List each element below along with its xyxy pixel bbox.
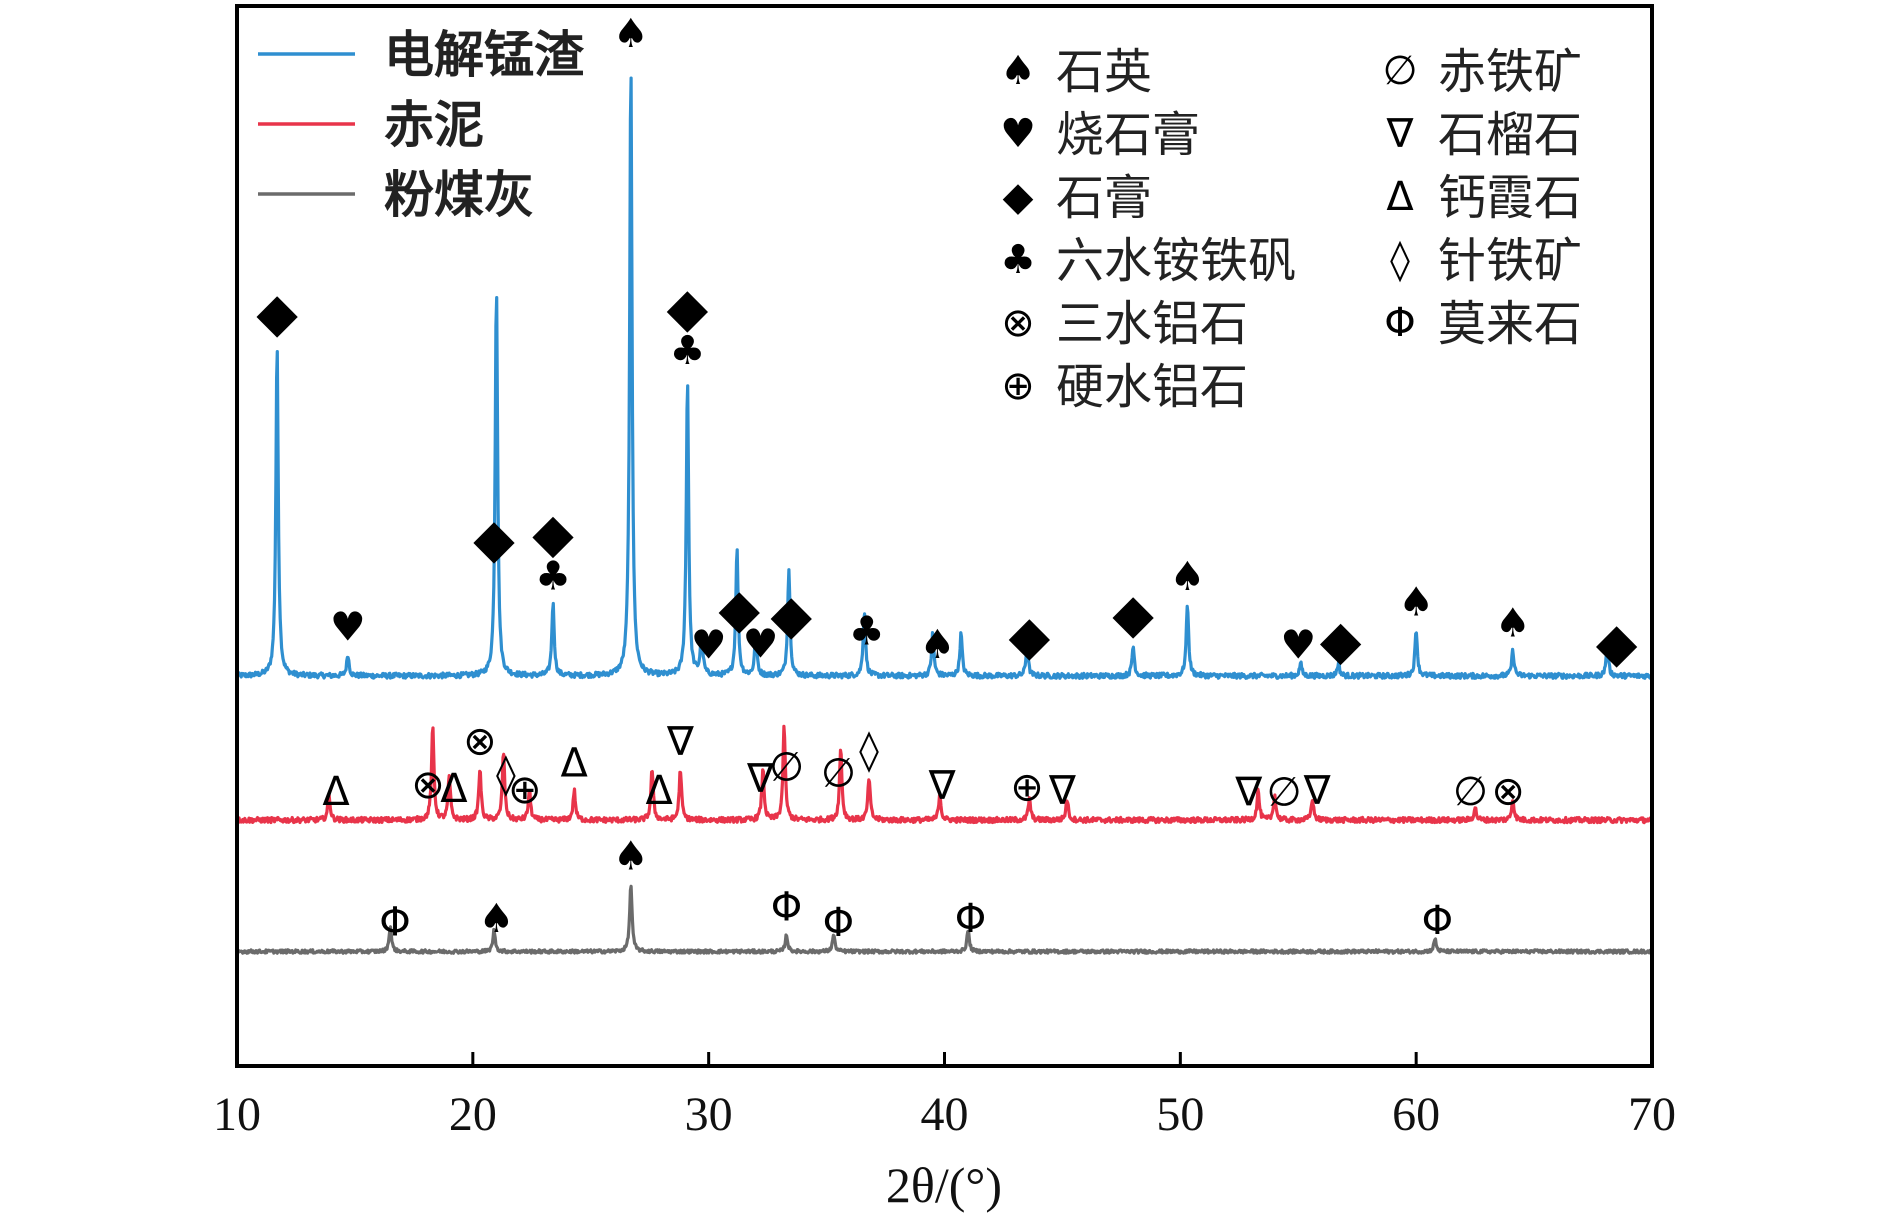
peak-marker: Δ [440, 766, 468, 812]
peak-marker: ∅ [1453, 769, 1488, 815]
peak-marker: ◊ [496, 751, 516, 797]
x-tick-label: 40 [921, 1088, 969, 1141]
peak-marker: ◆ [1009, 604, 1051, 667]
phase-legend-symbol-2: ◆ [1003, 174, 1034, 220]
phase-legend-label-3: 六水铵铁矾 [1056, 233, 1296, 289]
peak-marker: ⊕ [508, 767, 542, 813]
peak-marker: ♥ [743, 621, 779, 667]
peak-marker: ♣ [535, 553, 571, 599]
peak-marker: ♠ [613, 834, 649, 880]
phase-legend-label-4: 三水铝石 [1056, 296, 1248, 352]
x-tick-label: 10 [213, 1088, 261, 1141]
phase-legend-label-6: 赤铁矿 [1438, 44, 1582, 100]
x-tick-label: 70 [1628, 1088, 1676, 1141]
x-tick-label: 30 [685, 1088, 733, 1141]
peak-marker: Φ [1422, 898, 1453, 944]
peak-marker: Φ [379, 899, 410, 945]
phase-legend-symbol-5: ⊕ [1001, 363, 1035, 409]
phase-legend-symbol-8: Δ [1386, 174, 1414, 220]
phase-legend-symbol-4: ⊗ [1001, 300, 1035, 346]
peak-marker: ♠ [613, 11, 649, 57]
peak-marker: Δ [322, 769, 350, 815]
peak-marker: ♠ [478, 896, 514, 942]
peak-marker: ◆ [1112, 582, 1154, 645]
phase-legend-symbol-7: ∇ [1386, 111, 1414, 157]
peak-marker: ♥ [691, 622, 727, 668]
x-tick-label: 60 [1392, 1088, 1440, 1141]
peak-marker: ∇ [1303, 768, 1331, 814]
peak-marker: ∇ [746, 756, 774, 802]
peak-marker: ∇ [928, 763, 956, 809]
peak-marker: ∇ [1048, 768, 1076, 814]
phase-legend-symbol-10: Φ [1384, 300, 1415, 346]
peak-marker: ♥ [1280, 622, 1316, 668]
peak-marker: ◆ [667, 276, 709, 339]
phase-legend-symbol-9: ◊ [1390, 237, 1410, 283]
phase-legend-symbol-1: ♥ [1000, 111, 1036, 157]
phase-legend-label-8: 钙霞石 [1438, 170, 1582, 226]
peak-marker: ⊗ [463, 719, 497, 765]
peak-marker: Δ [645, 768, 673, 814]
peak-marker: ∅ [769, 745, 804, 791]
phase-legend-label-9: 针铁矿 [1438, 233, 1582, 289]
peak-marker: Φ [771, 885, 802, 931]
peak-marker: ∇ [666, 719, 694, 765]
x-axis-label: 2θ/(°) [886, 1157, 1002, 1213]
peak-marker: ♠ [1169, 554, 1205, 600]
peak-marker: ♣ [670, 328, 706, 374]
peak-marker: ∅ [1267, 769, 1302, 815]
peak-marker: ♠ [919, 622, 955, 668]
peak-marker: ◆ [719, 577, 761, 640]
phase-legend-symbol-3: ♣ [1000, 237, 1036, 283]
series-line-2 [237, 884, 1652, 955]
peak-marker: ◆ [1596, 611, 1638, 674]
phase-legend-label-0: 石英 [1056, 44, 1152, 100]
peak-marker: ⊗ [1491, 768, 1525, 814]
phase-legend-label-5: 硬水铝石 [1056, 359, 1248, 415]
peak-marker: ◆ [1320, 608, 1362, 671]
phase-legend-label-2: 石膏 [1056, 170, 1152, 226]
peak-marker: Φ [823, 900, 854, 946]
peak-marker: ♣ [849, 609, 885, 655]
peak-marker: ◆ [256, 281, 298, 344]
peak-marker: Φ [955, 896, 986, 942]
series-line-0 [237, 76, 1652, 680]
peak-marker: ◆ [770, 583, 812, 646]
peak-marker: ◊ [859, 727, 879, 773]
phase-legend-symbol-0: ♠ [1000, 48, 1036, 94]
peak-marker: ♠ [1495, 600, 1531, 646]
peak-marker: ◆ [532, 501, 574, 564]
x-tick-label: 50 [1156, 1088, 1204, 1141]
peak-marker: ♠ [1398, 579, 1434, 625]
phase-legend-label-10: 莫来石 [1438, 296, 1582, 352]
peak-marker: Δ [561, 740, 589, 786]
phase-legend-label-7: 石榴石 [1438, 107, 1582, 163]
x-tick-label: 20 [449, 1088, 497, 1141]
legend-label-2: 粉煤灰 [384, 166, 534, 224]
series-line-1 [237, 724, 1652, 825]
phase-legend-symbol-6: ∅ [1383, 48, 1418, 94]
peak-marker: ◆ [473, 507, 515, 570]
phase-legend-label-1: 烧石膏 [1056, 107, 1200, 163]
peak-marker: ⊗ [411, 762, 445, 808]
peak-marker: ♥ [330, 605, 366, 651]
legend-label-1: 赤泥 [384, 96, 484, 154]
legend-label-0: 电解锰渣 [384, 26, 585, 84]
peak-marker: ⊕ [1010, 764, 1044, 810]
peak-marker: ∅ [821, 750, 856, 796]
peak-marker: ∇ [1234, 769, 1262, 815]
